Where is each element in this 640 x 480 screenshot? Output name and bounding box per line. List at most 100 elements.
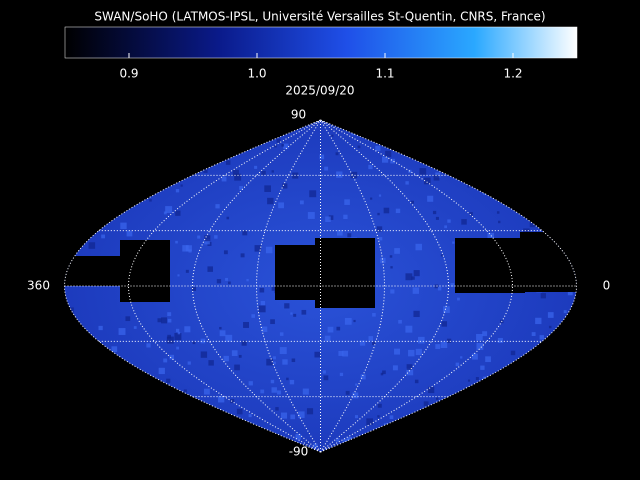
- speckle: [433, 174, 440, 181]
- speckle: [487, 232, 494, 240]
- speckle: [390, 266, 393, 269]
- speckle: [177, 331, 181, 335]
- speckle: [200, 338, 206, 344]
- speckle: [415, 348, 422, 356]
- title: SWAN/SoHO (LATMOS-IPSL, Université Versa…: [94, 10, 545, 24]
- speckle: [319, 154, 325, 160]
- speckle: [335, 152, 339, 156]
- speckle: [182, 245, 189, 252]
- speckle: [266, 358, 273, 366]
- speckle: [225, 277, 228, 281]
- speckle: [242, 230, 248, 236]
- speckle: [267, 197, 274, 205]
- speckle: [133, 326, 137, 329]
- speckle: [529, 221, 536, 228]
- speckle: [414, 379, 419, 384]
- speckle: [350, 171, 358, 179]
- graticule: [63, 119, 578, 453]
- speckle: [446, 338, 452, 343]
- speckle: [270, 379, 275, 384]
- speckle: [380, 372, 384, 376]
- speckle: [510, 350, 516, 356]
- speckle: [354, 415, 359, 419]
- speckle: [228, 281, 231, 285]
- speckle: [165, 206, 173, 214]
- speckle: [101, 234, 105, 239]
- speckle: [306, 408, 314, 415]
- speckle: [339, 372, 344, 377]
- speckle: [238, 354, 242, 358]
- speckle: [299, 200, 304, 205]
- speckle: [243, 321, 249, 328]
- speckle: [344, 317, 352, 325]
- speckle: [366, 418, 373, 426]
- speckle: [225, 334, 233, 342]
- speckle: [295, 434, 301, 440]
- speckle: [232, 169, 239, 177]
- speckle: [175, 210, 181, 216]
- speckle: [328, 215, 334, 220]
- speckle: [437, 286, 442, 291]
- speckle: [385, 150, 392, 157]
- speckle: [408, 349, 415, 357]
- speckle: [226, 216, 230, 220]
- speckle: [418, 336, 425, 344]
- speckle: [469, 212, 473, 216]
- speckle: [259, 287, 265, 293]
- speckle: [223, 250, 228, 255]
- speckle: [322, 370, 326, 374]
- speckle: [427, 195, 434, 202]
- speckle: [265, 246, 273, 254]
- speckle: [476, 343, 484, 350]
- speckle: [166, 336, 174, 344]
- speckle: [375, 145, 381, 151]
- speckle: [480, 365, 485, 370]
- speckle: [174, 333, 182, 340]
- speckle: [158, 367, 165, 375]
- speckle: [183, 389, 187, 393]
- speckle: [357, 145, 361, 149]
- speckle: [208, 360, 214, 366]
- speckle: [344, 199, 350, 205]
- speckle: [290, 414, 296, 420]
- speckle: [452, 241, 455, 244]
- speckle: [381, 156, 389, 163]
- gap: [315, 238, 375, 308]
- speckle: [157, 318, 162, 323]
- speckle: [177, 274, 180, 277]
- speckle: [435, 397, 439, 400]
- speckle: [231, 350, 238, 357]
- speckle: [475, 377, 479, 381]
- speckle: [352, 392, 359, 399]
- speckle: [240, 253, 245, 258]
- date: 2025/09/20: [285, 84, 354, 98]
- lon-label: 0: [603, 279, 611, 293]
- speckle: [239, 186, 243, 190]
- speckle: [411, 276, 415, 280]
- speckle: [223, 355, 229, 362]
- speckle: [423, 401, 429, 407]
- speckle: [372, 313, 376, 317]
- speckle: [336, 326, 341, 331]
- speckle: [298, 411, 305, 418]
- speckle: [336, 171, 343, 178]
- speckle: [497, 337, 503, 343]
- speckle: [345, 390, 350, 395]
- speckle: [389, 415, 394, 420]
- gap: [120, 240, 170, 302]
- speckle: [207, 266, 213, 272]
- speckle: [271, 387, 277, 393]
- speckle: [260, 389, 265, 394]
- speckle: [523, 228, 530, 235]
- speckle: [343, 214, 348, 220]
- speckle: [146, 343, 151, 348]
- speckle: [68, 307, 74, 313]
- speckle: [567, 290, 573, 296]
- speckle: [219, 326, 222, 330]
- speckle: [485, 356, 491, 363]
- speckle: [192, 341, 196, 345]
- speckle: [125, 316, 131, 322]
- lat-label: 90: [291, 108, 306, 122]
- speckle: [271, 170, 274, 173]
- sky-map: [63, 119, 578, 453]
